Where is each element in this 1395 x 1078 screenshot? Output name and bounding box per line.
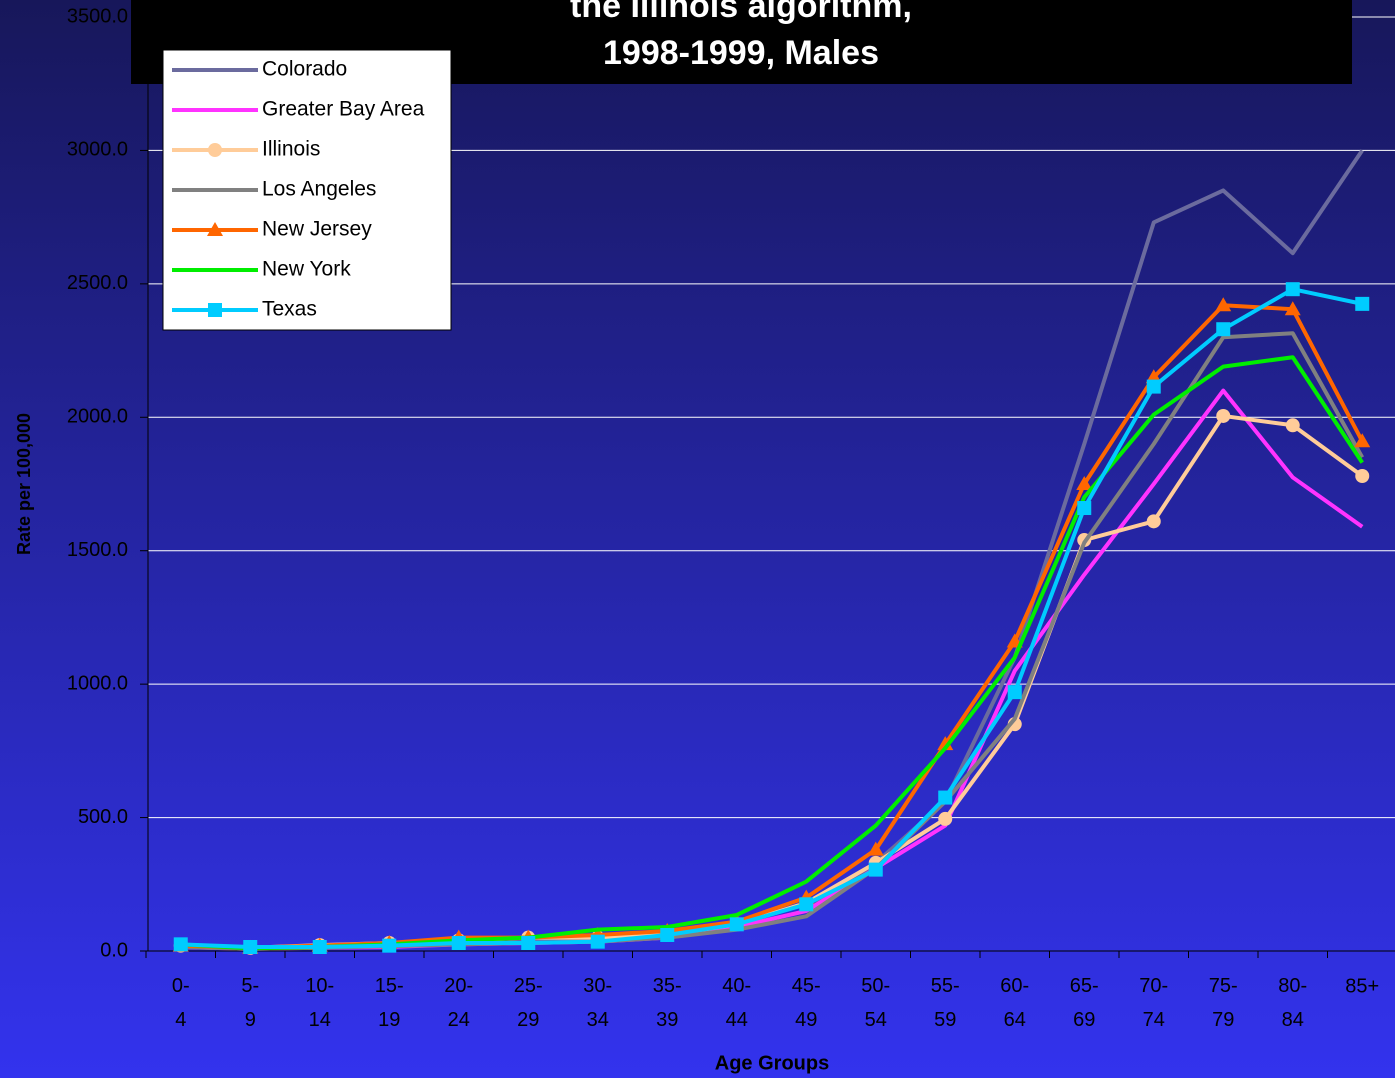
point [799, 897, 814, 912]
point [1216, 322, 1231, 337]
legend-label: Greater Bay Area [262, 98, 425, 121]
point [521, 935, 536, 950]
y-tick-label: 1500.0 [67, 539, 128, 561]
legend-label: New York [262, 258, 351, 281]
legend-label: Texas [262, 298, 317, 321]
point [1076, 476, 1093, 490]
x-tick-label: 25-29 [514, 975, 543, 1031]
y-axis-label: Rate per 100,000 [14, 413, 34, 555]
x-tick-label: 80-84 [1278, 975, 1307, 1031]
x-tick-label: 20-24 [444, 975, 473, 1031]
x-axis-label: Age Groups [715, 1052, 829, 1074]
x-tick-label: 0-4 [172, 975, 190, 1031]
point [1285, 418, 1300, 433]
point [312, 939, 327, 954]
point [938, 790, 953, 805]
x-tick-label: 35-39 [653, 975, 682, 1031]
x-tick-label: 15-19 [375, 975, 404, 1031]
point [867, 841, 884, 856]
x-tick-label: 70-74 [1139, 975, 1168, 1031]
y-tick-label: 3500.0 [67, 5, 128, 27]
x-tick-label: 75-79 [1209, 975, 1238, 1031]
legend-label: Illinois [262, 138, 320, 161]
point [1285, 282, 1300, 297]
point [1355, 468, 1370, 483]
point [1146, 379, 1161, 394]
point [243, 939, 258, 954]
point [868, 862, 883, 877]
x-tick-label: 50-54 [861, 975, 890, 1031]
point [1216, 408, 1231, 423]
point [1007, 685, 1022, 700]
point [208, 303, 222, 317]
y-tick-label: 500.0 [78, 806, 128, 828]
x-tick-label: 60-64 [1000, 975, 1029, 1031]
point [590, 934, 605, 949]
point [451, 935, 466, 950]
point [382, 938, 397, 953]
legend-label: Colorado [262, 58, 347, 81]
x-tick-label: 65-69 [1070, 975, 1099, 1031]
y-tick-label: 0.0 [100, 939, 128, 961]
point [1146, 514, 1161, 529]
x-tick-label: 55-59 [931, 975, 960, 1031]
series-line [180, 287, 1363, 949]
y-tick-label: 1000.0 [67, 672, 128, 694]
point [1354, 433, 1371, 448]
point [207, 222, 223, 236]
x-tick-label: 5-9 [241, 975, 259, 1031]
point [1077, 501, 1092, 516]
legend-label: New Jersey [262, 218, 372, 241]
point [208, 143, 222, 157]
chart-title: the Illinois algorithm, [570, 0, 912, 25]
point [729, 917, 744, 932]
y-tick-label: 2500.0 [67, 272, 128, 294]
y-tick-label: 2000.0 [67, 406, 128, 428]
x-tick-label: 40-44 [722, 975, 751, 1031]
point [1355, 296, 1370, 311]
x-tick-label: 30-34 [583, 975, 612, 1031]
point [938, 811, 953, 826]
x-tick-label: 10-14 [305, 975, 334, 1031]
point [173, 937, 188, 952]
x-tick-label: 45-49 [792, 975, 821, 1031]
chart-title: 1998-1999, Males [603, 34, 879, 72]
x-tick-label: 85+ [1345, 975, 1379, 997]
point [1284, 301, 1301, 316]
y-tick-label: 3000.0 [67, 139, 128, 161]
point [937, 736, 954, 751]
point [1215, 297, 1232, 312]
legend-label: Los Angeles [262, 178, 376, 201]
point [660, 927, 675, 942]
